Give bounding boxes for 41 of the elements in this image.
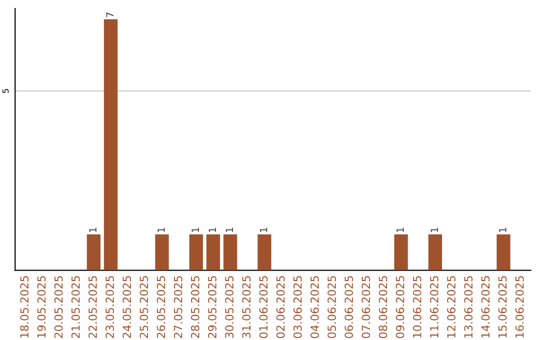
data-label: 1 [192, 228, 199, 232]
data-label: 1 [158, 228, 165, 232]
x-tick-label: 21.05.2025 [71, 276, 80, 338]
x-tick-label: 02.06.2025 [276, 276, 285, 338]
data-label: 1 [499, 228, 506, 232]
x-tick-label: 22.05.2025 [88, 276, 97, 338]
x-tick-label: 05.06.2025 [328, 276, 336, 338]
data-label: 1 [430, 228, 438, 232]
x-tick-label: 24.05.2025 [122, 276, 132, 338]
x-tick-label: 27.05.2025 [174, 276, 182, 338]
x-tick-label: 28.05.2025 [190, 276, 200, 338]
x-tick-label: 18.05.2025 [20, 276, 29, 338]
x-tick-label: 15.06.2025 [498, 276, 507, 338]
x-tick-label: 13.06.2025 [464, 276, 473, 338]
x-tick-label: 29.05.2025 [208, 276, 216, 338]
data-label: 1 [208, 228, 216, 232]
data-label: 1 [89, 228, 96, 232]
x-tick-label: 12.06.2025 [447, 276, 456, 338]
x-tick-label: 10.06.2025 [412, 276, 422, 338]
x-tick-label: 23.05.2025 [106, 276, 114, 338]
x-tick-label: 08.06.2025 [378, 276, 388, 338]
x-tick-label: 25.05.2025 [140, 276, 148, 338]
data-label: 1 [226, 228, 233, 232]
x-tick-label: 01.06.2025 [259, 276, 268, 338]
data-label: 1 [260, 228, 268, 232]
x-tick-label: 11.06.2025 [430, 276, 438, 338]
x-tick-label: 31.05.2025 [242, 276, 251, 338]
x-tick-label: 03.06.2025 [293, 276, 302, 338]
x-tick-label: 26.05.2025 [156, 276, 166, 338]
x-tick-label: 16.06.2025 [515, 276, 524, 338]
data-label: 7 [106, 12, 114, 18]
x-tick-label: 07.06.2025 [362, 276, 370, 338]
x-tick-label: 04.06.2025 [310, 276, 319, 338]
x-tick-label: 30.05.2025 [225, 276, 234, 338]
x-tick-label: 06.06.2025 [344, 276, 354, 338]
x-tick-label: 20.05.2025 [54, 276, 63, 338]
x-tick-label: 09.06.2025 [396, 276, 404, 338]
data-label: 1 [396, 228, 404, 232]
y-tick-label: 5 [2, 89, 9, 93]
x-tick-label: 19.05.2025 [37, 276, 46, 338]
x-tick-label: 14.06.2025 [481, 276, 490, 338]
